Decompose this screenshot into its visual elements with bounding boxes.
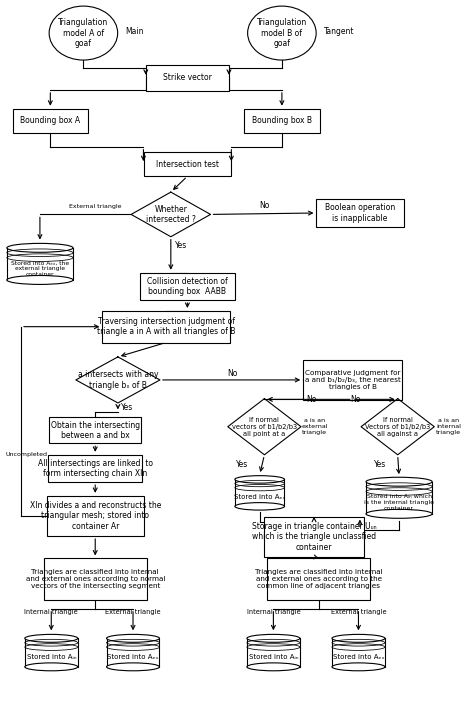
Text: Tangent: Tangent — [323, 27, 354, 36]
Polygon shape — [131, 192, 210, 236]
Text: XIn divides a and reconstructs the
triangular mesh; stored into
container Ar: XIn divides a and reconstructs the trian… — [29, 501, 161, 531]
Polygon shape — [76, 357, 160, 403]
Ellipse shape — [25, 634, 78, 642]
FancyBboxPatch shape — [303, 360, 402, 399]
FancyBboxPatch shape — [146, 65, 229, 91]
Bar — [107, 638, 159, 667]
Text: All intersectings are linked  to
form intersecting chain XIn: All intersectings are linked to form int… — [38, 459, 153, 478]
Text: No: No — [306, 395, 316, 404]
Ellipse shape — [366, 477, 432, 486]
Text: Main: Main — [125, 27, 144, 36]
FancyBboxPatch shape — [44, 558, 147, 600]
FancyBboxPatch shape — [102, 311, 230, 342]
Text: Yes: Yes — [236, 459, 248, 469]
Polygon shape — [228, 399, 301, 455]
Text: Yes: Yes — [121, 403, 134, 412]
Ellipse shape — [107, 634, 159, 642]
Text: Triangulation
model B of
goaf: Triangulation model B of goaf — [257, 18, 307, 48]
Text: a intersects with any
triangle bₓ of B: a intersects with any triangle bₓ of B — [78, 370, 158, 389]
Ellipse shape — [7, 244, 73, 252]
Text: Stored into Aₑₓ: Stored into Aₑₓ — [107, 654, 159, 660]
FancyBboxPatch shape — [316, 199, 403, 226]
Ellipse shape — [49, 6, 118, 60]
Text: Triangles are classified into internal
and external ones according to the
common: Triangles are classified into internal a… — [255, 570, 383, 589]
FancyBboxPatch shape — [49, 417, 141, 443]
Text: Storage in triangle container Uᵤₙ
which is the triangle unclassfied
container: Storage in triangle container Uᵤₙ which … — [252, 522, 376, 552]
Ellipse shape — [332, 634, 385, 642]
FancyBboxPatch shape — [267, 558, 370, 600]
Ellipse shape — [235, 503, 284, 510]
Text: Obtain the intersecting
between a and bx: Obtain the intersecting between a and bx — [51, 420, 140, 440]
Ellipse shape — [332, 663, 385, 671]
FancyBboxPatch shape — [144, 152, 231, 176]
Text: Internal triangle: Internal triangle — [246, 609, 300, 615]
Text: Strike vector: Strike vector — [163, 74, 212, 82]
FancyBboxPatch shape — [264, 517, 364, 557]
FancyBboxPatch shape — [47, 496, 144, 536]
Text: No: No — [350, 395, 360, 404]
Bar — [7, 248, 73, 280]
Ellipse shape — [366, 509, 432, 518]
Text: a is an
internal
triangle: a is an internal triangle — [436, 418, 461, 435]
FancyBboxPatch shape — [48, 455, 143, 482]
Text: External triangle: External triangle — [105, 609, 161, 615]
Text: No: No — [227, 369, 237, 378]
Bar — [235, 479, 284, 506]
Text: Stored into Aᵢₙ: Stored into Aᵢₙ — [27, 654, 76, 660]
Bar — [332, 638, 385, 667]
Text: External triangle: External triangle — [69, 204, 121, 209]
Bar — [247, 638, 300, 667]
Bar — [366, 482, 432, 514]
Ellipse shape — [247, 663, 300, 671]
Ellipse shape — [247, 6, 316, 60]
FancyBboxPatch shape — [140, 273, 235, 300]
Text: Stored into Aₑₓ, the
external triangle
container: Stored into Aₑₓ, the external triangle c… — [11, 260, 69, 277]
Text: Collision detection of
bounding box  AABB: Collision detection of bounding box AABB — [147, 277, 228, 296]
Text: Comparative judgment for
a and b₁/b₂/b₃, the nearest
triangles of B: Comparative judgment for a and b₁/b₂/b₃,… — [305, 370, 401, 390]
Text: Triangles are classified into internal
and external ones according to normal
vec: Triangles are classified into internal a… — [26, 570, 165, 589]
Text: Bounding box B: Bounding box B — [252, 116, 312, 125]
Text: Stored into Aᵢₙ which
is the internal triangle
container: Stored into Aᵢₙ which is the internal tr… — [364, 495, 434, 511]
Text: If normal
vectors of b1/b2/b3
all point at a: If normal vectors of b1/b2/b3 all point … — [232, 417, 297, 437]
Ellipse shape — [235, 476, 284, 483]
Text: Triangulation
model A of
goaf: Triangulation model A of goaf — [58, 18, 109, 48]
Ellipse shape — [247, 634, 300, 642]
Text: Intersection test: Intersection test — [156, 159, 219, 169]
Ellipse shape — [107, 663, 159, 671]
Text: No: No — [259, 201, 270, 211]
Text: Traversing intersection judgment of
triangle a in A with all triangles of B: Traversing intersection judgment of tria… — [97, 317, 235, 337]
Bar — [25, 638, 78, 667]
Text: If normal
Vectors of b1/b2/b3
all against a: If normal Vectors of b1/b2/b3 all agains… — [365, 417, 430, 437]
Ellipse shape — [25, 663, 78, 671]
Text: Internal triangle: Internal triangle — [24, 609, 78, 615]
Text: Yes: Yes — [174, 241, 187, 250]
Text: External triangle: External triangle — [331, 609, 386, 615]
Text: Stored into Aₑₓ: Stored into Aₑₓ — [234, 494, 285, 500]
Ellipse shape — [7, 275, 73, 284]
FancyBboxPatch shape — [244, 109, 319, 133]
Text: Yes: Yes — [374, 459, 386, 469]
Polygon shape — [361, 399, 434, 455]
Text: a is an
external
triangle: a is an external triangle — [301, 418, 328, 435]
Text: Uncompleted: Uncompleted — [5, 451, 47, 456]
Text: Bounding box A: Bounding box A — [20, 116, 81, 125]
Text: Whether
intersected ?: Whether intersected ? — [146, 205, 196, 224]
Text: Boolean operation
is inapplicable: Boolean operation is inapplicable — [325, 203, 395, 223]
FancyBboxPatch shape — [12, 109, 88, 133]
Text: Stored into Aᵢₙ: Stored into Aᵢₙ — [249, 654, 298, 660]
Text: Stored into Aₑₓ: Stored into Aₑₓ — [333, 654, 384, 660]
